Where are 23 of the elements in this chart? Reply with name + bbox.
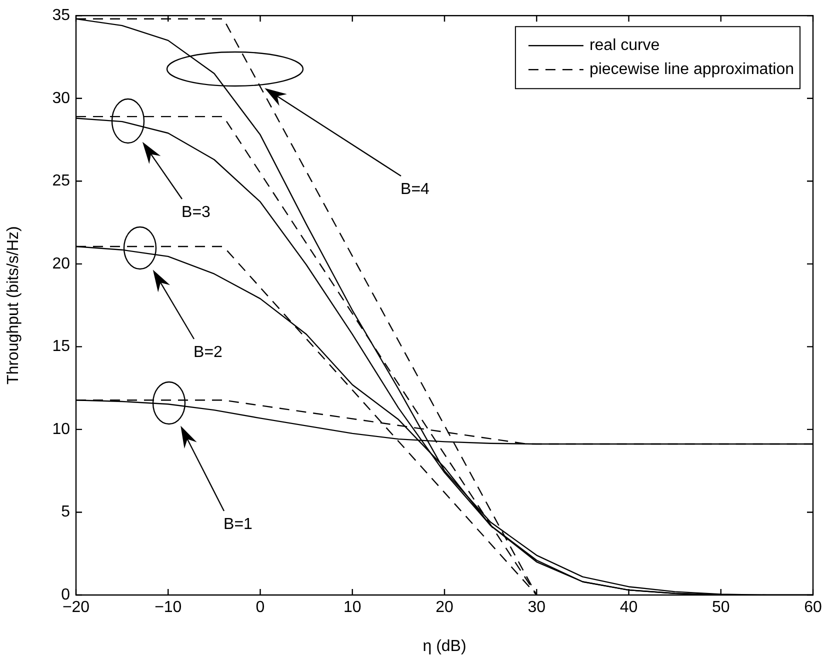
x-tick-label: 60 bbox=[804, 599, 822, 616]
x-tick-label: 20 bbox=[436, 599, 454, 616]
y-tick-label: 10 bbox=[52, 420, 70, 438]
x-axis-title: η (dB) bbox=[422, 638, 466, 655]
y-tick-label: 15 bbox=[52, 338, 70, 356]
x-tick-label: −10 bbox=[154, 599, 182, 616]
y-axis-title: Throughput (bits/s/Hz) bbox=[5, 226, 22, 384]
annotation: B=2 bbox=[194, 344, 222, 362]
legend-label: real curve bbox=[589, 37, 660, 54]
legend-label: piecewise line approximation bbox=[589, 61, 794, 78]
x-tick-label: 40 bbox=[620, 599, 638, 616]
x-tick-label: 0 bbox=[256, 599, 265, 616]
x-tick-label: 30 bbox=[528, 599, 546, 616]
y-tick-label: 25 bbox=[52, 172, 70, 190]
annotation: B=1 bbox=[224, 516, 252, 534]
annotation: B=4 bbox=[400, 181, 430, 199]
y-tick-label: 5 bbox=[61, 504, 70, 521]
y-tick-label: 20 bbox=[52, 255, 70, 272]
x-tick-label: 50 bbox=[712, 599, 730, 616]
annotation: B=3 bbox=[182, 204, 210, 222]
y-tick-label: 30 bbox=[52, 90, 70, 107]
y-tick-label: 35 bbox=[52, 7, 70, 24]
x-tick-label: 10 bbox=[343, 599, 362, 616]
